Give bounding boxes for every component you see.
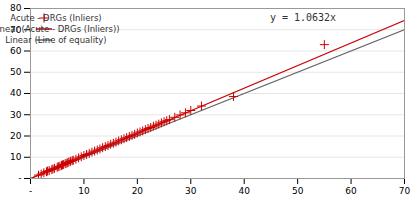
svg-text:80: 80 [10, 3, 22, 14]
svg-text:20: 20 [132, 186, 144, 196]
svg-text:70: 70 [399, 186, 411, 196]
svg-text:50: 50 [292, 186, 304, 196]
svg-text:40: 40 [238, 186, 250, 196]
svg-text:-: - [29, 186, 32, 196]
svg-text:Linear (Acute - DRGs (Inliers): Linear (Acute - DRGs (Inliers)) [0, 24, 120, 34]
svg-text:y = 1.0632x: y = 1.0632x [270, 12, 336, 23]
svg-text:Linear (Line of equality): Linear (Line of equality) [5, 35, 106, 45]
svg-text:20: 20 [10, 131, 22, 141]
svg-text:Acute - DRGs (Inliers): Acute - DRGs (Inliers) [10, 13, 101, 23]
svg-text:50: 50 [10, 67, 22, 77]
svg-text:40: 40 [10, 88, 22, 98]
svg-text:30: 30 [185, 186, 197, 196]
svg-text:10: 10 [78, 186, 90, 196]
svg-text:30: 30 [10, 110, 22, 120]
svg-text:60: 60 [10, 46, 22, 56]
svg-text:10: 10 [10, 152, 22, 162]
svg-text:60: 60 [345, 186, 357, 196]
svg-text:-: - [18, 173, 21, 183]
